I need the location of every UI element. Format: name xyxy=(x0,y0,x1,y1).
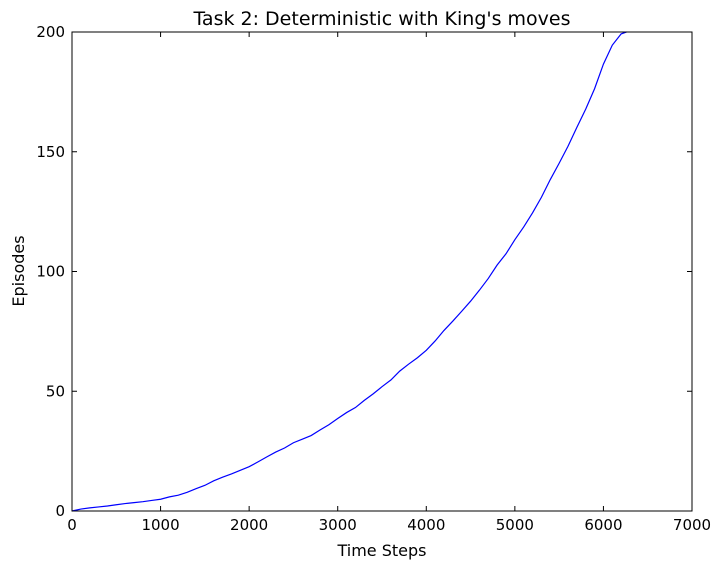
x-tick-label: 0 xyxy=(67,516,77,534)
x-axis-label: Time Steps xyxy=(336,541,426,560)
x-axis: 0 1000 2000 3000 4000 5000 6000 7000 xyxy=(67,32,711,534)
x-tick-label: 3000 xyxy=(319,516,357,534)
x-tick-label: 2000 xyxy=(230,516,268,534)
chart-title: Task 2: Deterministic with King's moves xyxy=(192,8,570,30)
y-tick-label: 200 xyxy=(36,23,65,41)
series-line xyxy=(71,31,627,512)
y-tick-label: 150 xyxy=(36,143,65,161)
y-tick-label: 0 xyxy=(55,502,65,520)
y-axis: 0 50 100 150 200 xyxy=(36,23,692,520)
x-tick-label: 6000 xyxy=(584,516,622,534)
x-tick-label: 4000 xyxy=(407,516,445,534)
x-tick-label: 7000 xyxy=(673,516,711,534)
y-axis-label: Episodes xyxy=(9,235,28,306)
x-tick-label: 1000 xyxy=(141,516,179,534)
y-tick-label: 100 xyxy=(36,263,65,281)
x-tick-label: 5000 xyxy=(496,516,534,534)
y-tick-label: 50 xyxy=(46,382,65,400)
